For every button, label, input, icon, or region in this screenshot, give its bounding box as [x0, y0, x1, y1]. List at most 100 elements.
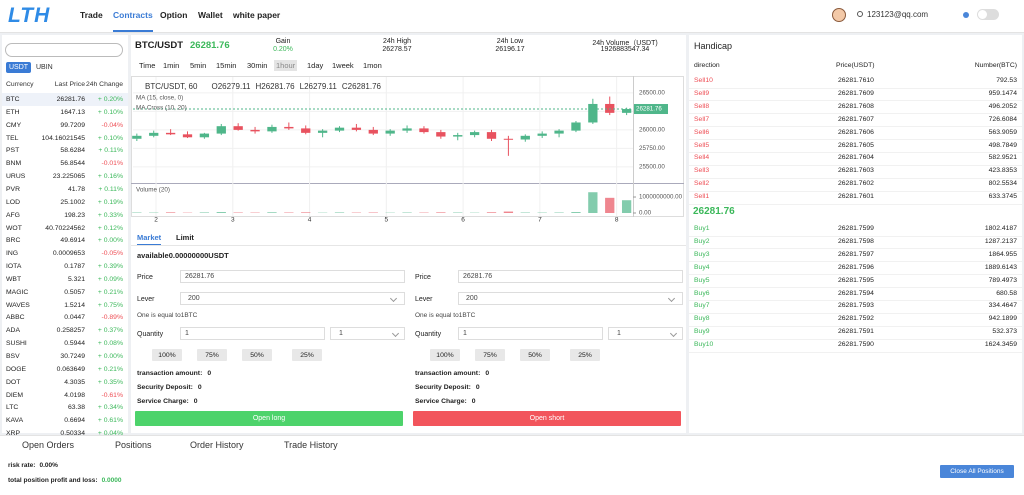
price-input[interactable]: 26281.76 [458, 270, 683, 283]
submit-button[interactable]: Open long [135, 411, 403, 426]
nav-link[interactable]: Contracts [113, 10, 153, 32]
lever-select[interactable]: 200 [180, 292, 405, 305]
price-input[interactable]: 26281.76 [180, 270, 405, 283]
avatar[interactable] [832, 8, 846, 22]
interval[interactable]: 5min [188, 60, 208, 71]
nav-link[interactable]: Trade [80, 10, 103, 20]
interval[interactable]: 1mon [361, 60, 384, 71]
positions-tab[interactable]: Open Orders [22, 440, 74, 450]
interval[interactable]: 1min [161, 60, 181, 71]
last-price: 104.16021545 [40, 135, 85, 142]
interval[interactable]: Time [137, 60, 157, 71]
unit-select[interactable]: 1 [608, 327, 683, 340]
user-email[interactable]: 123123@qq.com [867, 10, 928, 19]
quantity-input[interactable]: 1 [458, 327, 603, 340]
volume-bar [487, 212, 496, 213]
lever-select[interactable]: 200 [458, 292, 683, 305]
submit-button[interactable]: Open short [413, 411, 681, 426]
chevron [668, 295, 675, 302]
quantity-input[interactable]: 1 [180, 327, 325, 340]
price: 26281.7598 [838, 238, 874, 245]
nav-link[interactable]: Wallet [198, 10, 223, 20]
interval[interactable]: 30min [245, 60, 269, 71]
interval[interactable]: 1week [330, 60, 356, 71]
percent-button[interactable]: 100% [152, 349, 182, 361]
percent-button[interactable]: 75% [197, 349, 227, 361]
interval[interactable]: 1hour [274, 60, 297, 71]
unit-select[interactable]: 1 [330, 327, 405, 340]
positions-tab[interactable]: Positions [115, 440, 152, 450]
nav-link[interactable]: Option [160, 10, 187, 20]
positions-tab[interactable]: Trade History [284, 440, 338, 450]
close-all-button[interactable]: Close All Positions [940, 465, 1014, 478]
search-input[interactable] [5, 43, 123, 57]
interval[interactable]: 1day [305, 60, 325, 71]
column-header: Price(USDT) [836, 62, 875, 69]
direction: Sell5 [694, 142, 709, 149]
percent-button[interactable]: 50% [520, 349, 550, 361]
candle-body [402, 128, 411, 130]
change: + 0.12% [85, 225, 123, 232]
percent-button[interactable]: 50% [242, 349, 272, 361]
market-tab[interactable]: USDT [6, 62, 31, 73]
form-tab[interactable]: Limit [176, 233, 194, 242]
percent-button[interactable]: 25% [570, 349, 600, 361]
currency: BSV [6, 353, 20, 360]
market-tab[interactable]: UBIN [36, 64, 53, 71]
percent-button[interactable]: 75% [475, 349, 505, 361]
positions-tab[interactable]: Order History [190, 440, 244, 450]
percent-button[interactable]: 100% [430, 349, 460, 361]
nav-link[interactable]: white paper [233, 10, 280, 20]
interval[interactable]: 15min [214, 60, 238, 71]
percent-button[interactable]: 25% [292, 349, 322, 361]
theme-toggle[interactable] [977, 9, 999, 20]
